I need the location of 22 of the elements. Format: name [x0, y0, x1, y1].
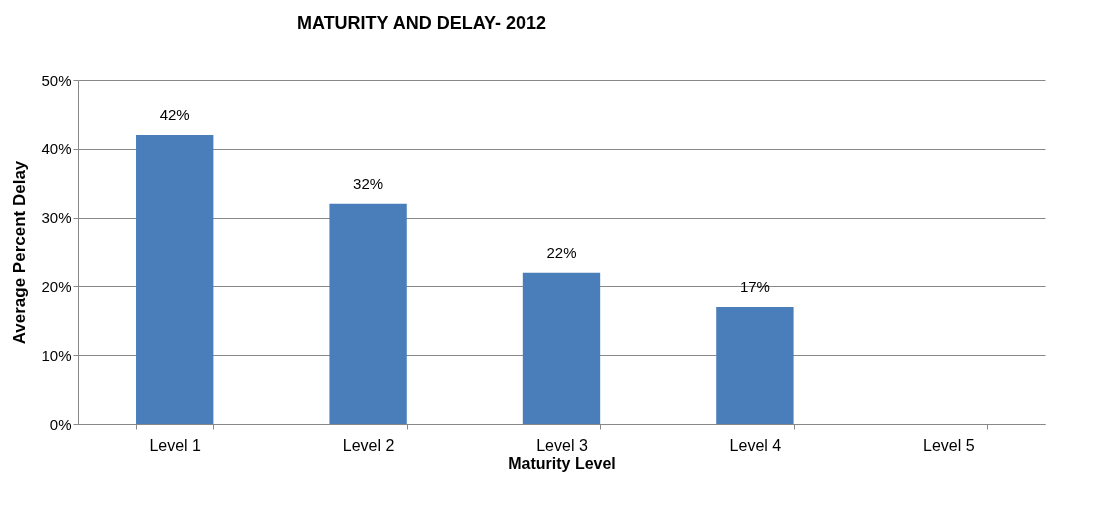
data-label: 42%: [159, 106, 190, 124]
data-label: 32%: [353, 174, 384, 192]
bar: [329, 203, 407, 424]
y-tick-label: 40%: [41, 140, 72, 158]
y-tick-label: 0%: [49, 415, 72, 433]
y-tick-label: 50%: [41, 71, 72, 89]
y-tick-label: 30%: [41, 209, 72, 227]
x-axis-title: Maturity Level: [508, 454, 616, 472]
y-tick-label: 10%: [41, 346, 72, 364]
y-tick-label: 20%: [41, 277, 72, 295]
x-tick-label: Level 3: [536, 436, 588, 454]
data-label: 22%: [546, 243, 577, 261]
bar: [522, 272, 601, 424]
x-tick-label: Level 1: [149, 436, 202, 454]
x-tick-label: Level 5: [923, 436, 975, 454]
chart-title: MATURITY AND DELAY- 2012: [296, 13, 547, 33]
x-tick-label: Level 2: [342, 436, 395, 454]
data-label: 17%: [739, 278, 770, 296]
y-axis-title: Average Percent Delay: [10, 160, 30, 345]
x-tick-label: Level 4: [729, 436, 782, 454]
bar: [136, 135, 214, 424]
bar: [716, 307, 794, 424]
